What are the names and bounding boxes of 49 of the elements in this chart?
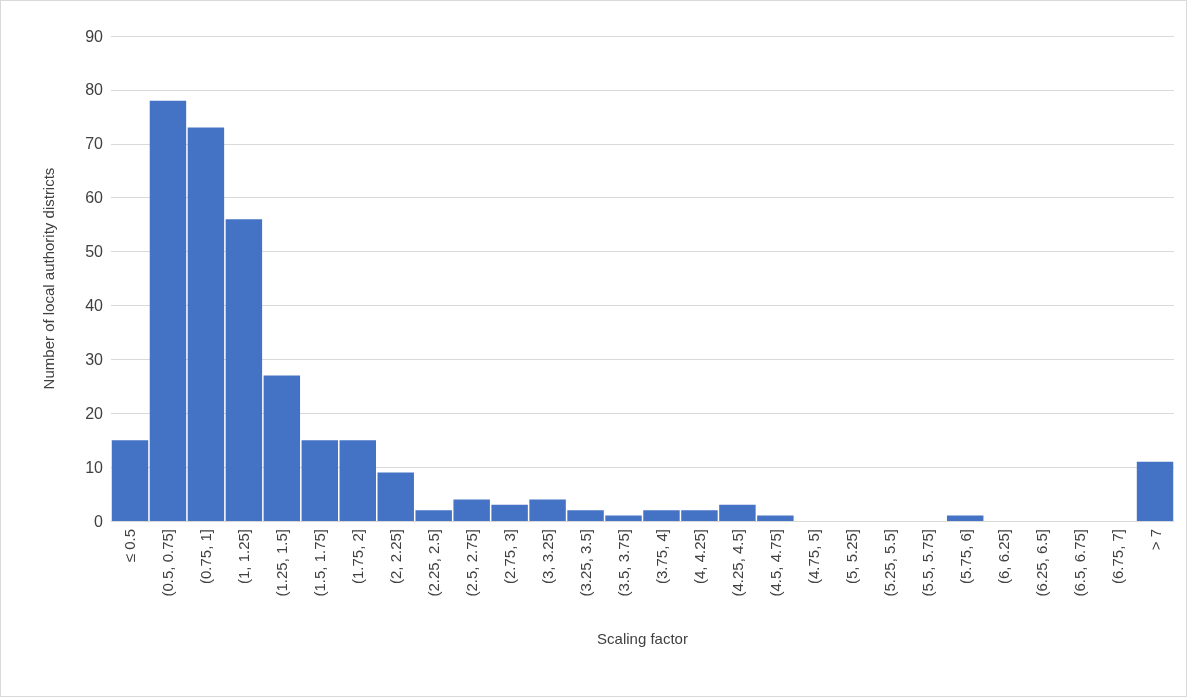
x-tick-label: (3.25, 3.5] bbox=[577, 529, 595, 597]
x-tick-label: (2, 2.25] bbox=[387, 529, 405, 585]
x-tick-label: (0.75, 1] bbox=[197, 529, 215, 585]
x-tick-label: (2.75, 3] bbox=[501, 529, 519, 585]
x-tick-label: (5.75, 6] bbox=[956, 529, 974, 585]
y-axis-title: Number of local authority districts bbox=[40, 167, 57, 390]
bar bbox=[187, 127, 225, 521]
x-tick-label: (2.5, 2.75] bbox=[463, 529, 481, 597]
x-tick-label: (6.75, 7] bbox=[1108, 529, 1126, 585]
x-tick-label: (5, 5.25] bbox=[842, 529, 860, 585]
x-tick-label: (6.25, 6.5] bbox=[1032, 529, 1050, 597]
x-tick-label: (4.5, 4.75] bbox=[766, 529, 784, 597]
x-tick-label: (0.5, 0.75] bbox=[159, 529, 177, 597]
x-tick-label: (6, 6.25] bbox=[994, 529, 1012, 585]
x-tick-label: (6.5, 6.75] bbox=[1070, 529, 1088, 597]
bar bbox=[263, 375, 301, 521]
x-tick-label: (3, 3.25] bbox=[539, 529, 557, 585]
x-tick-label: (1.5, 1.75] bbox=[311, 529, 329, 597]
x-axis-title: Scaling factor bbox=[597, 630, 688, 647]
y-tick-label: 20 bbox=[85, 404, 104, 422]
y-tick-label: 10 bbox=[85, 458, 104, 476]
y-tick-label: 40 bbox=[85, 296, 104, 314]
x-tick-label: (1.75, 2] bbox=[349, 529, 367, 585]
bar bbox=[225, 219, 263, 521]
y-tick-label: 70 bbox=[85, 135, 104, 153]
y-tick-label: 60 bbox=[85, 189, 104, 207]
x-tick-label: (5.25, 5.5] bbox=[880, 529, 898, 597]
x-tick-label: (4.25, 4.5] bbox=[728, 529, 746, 597]
bar bbox=[111, 440, 149, 521]
x-tick-label: > 7 bbox=[1146, 529, 1164, 551]
bar bbox=[1136, 461, 1174, 521]
bar bbox=[301, 440, 339, 521]
y-tick-label: 30 bbox=[85, 350, 104, 368]
y-tick-label: 0 bbox=[94, 512, 104, 530]
y-tick-label: 50 bbox=[85, 243, 104, 261]
x-tick-label: (3.75, 4] bbox=[652, 529, 670, 585]
x-tick-label: (2.25, 2.5] bbox=[425, 529, 443, 597]
x-tick-label: (1, 1.25] bbox=[235, 529, 253, 585]
bar bbox=[149, 100, 187, 521]
x-tick-label: (3.5, 3.75] bbox=[615, 529, 633, 597]
y-tick-label: 90 bbox=[85, 27, 104, 45]
x-tick-label: (1.25, 1.5] bbox=[273, 529, 291, 597]
y-tick-label: 80 bbox=[85, 81, 104, 99]
x-tick-label: (5.5, 5.75] bbox=[918, 529, 936, 597]
bar bbox=[339, 440, 376, 521]
x-tick-label: (4.75, 5] bbox=[804, 529, 822, 585]
x-tick-label: (4, 4.25] bbox=[690, 529, 708, 585]
bar bbox=[946, 515, 984, 521]
x-tick-label: ≤ 0.5 bbox=[121, 529, 139, 563]
